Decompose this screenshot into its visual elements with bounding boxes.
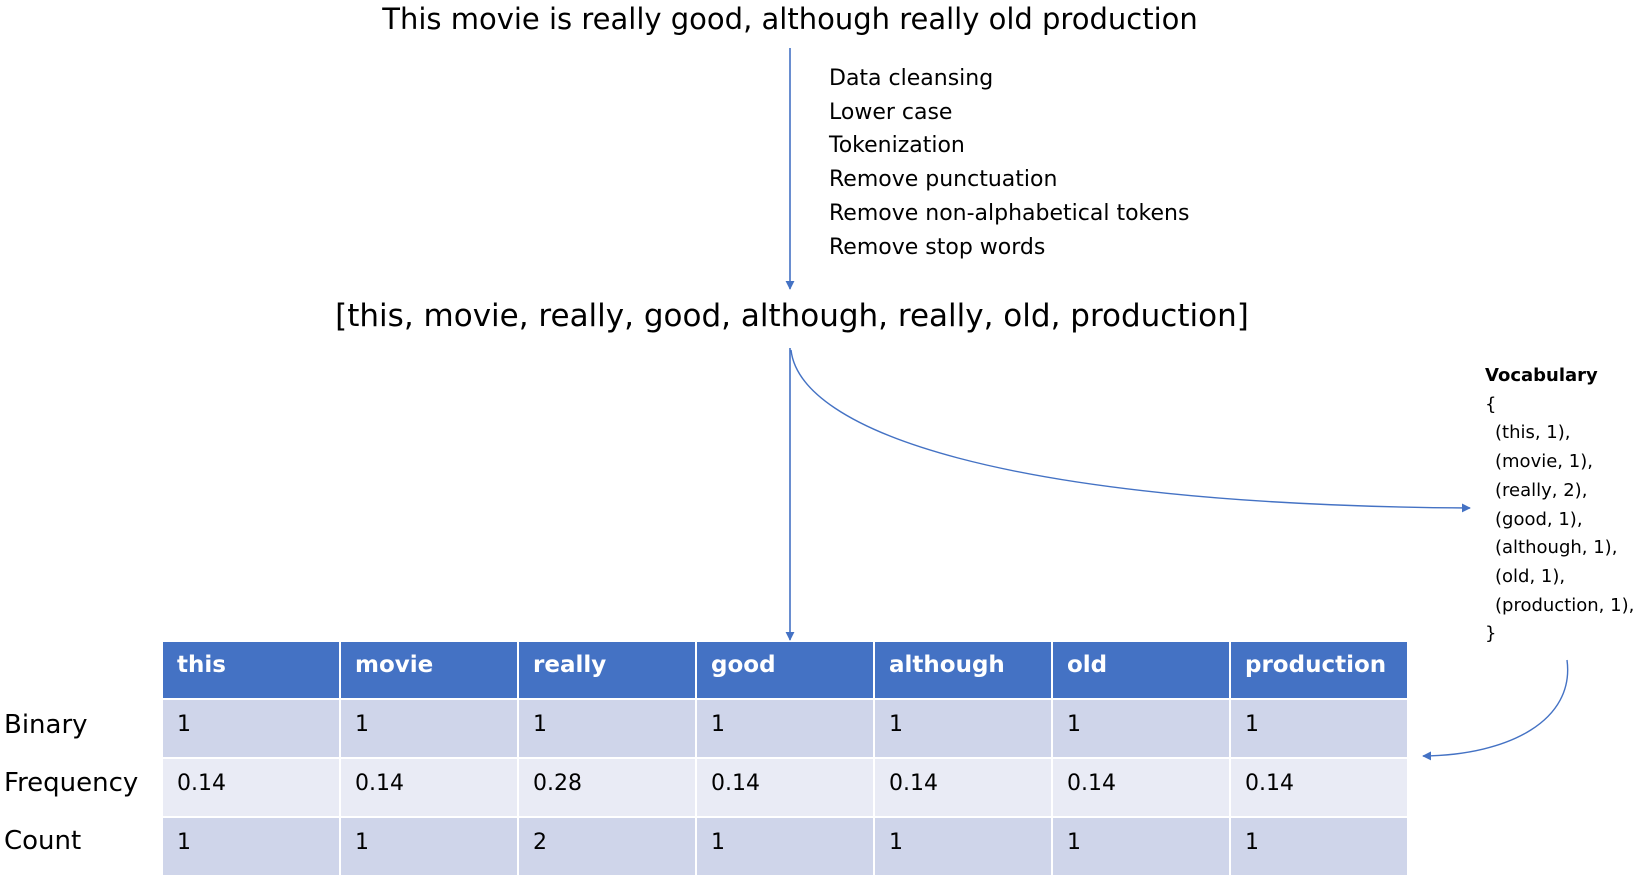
table-cell: 1 <box>1231 700 1407 757</box>
vocabulary-entry: (production, 1), <box>1495 594 1635 616</box>
preprocessing-steps: Data cleansing Lower case Tokenization R… <box>829 62 1189 264</box>
table-cell: 0.14 <box>163 759 339 816</box>
table-cell: 0.14 <box>341 759 517 816</box>
step-item: Remove punctuation <box>829 167 1058 193</box>
row-label-frequency: Frequency <box>4 768 139 798</box>
table-header-cell: this <box>163 642 339 698</box>
table-row-count: 1 1 2 1 1 1 1 <box>163 818 1407 875</box>
row-label-binary: Binary <box>4 710 88 740</box>
table-header-cell: old <box>1053 642 1229 698</box>
bag-of-words-table: this movie really good although old prod… <box>161 640 1409 877</box>
table-row-binary: 1 1 1 1 1 1 1 <box>163 700 1407 757</box>
table-cell: 0.28 <box>519 759 695 816</box>
vocabulary-open-brace: { <box>1485 393 1497 415</box>
table-header-cell: movie <box>341 642 517 698</box>
token-list: [this, movie, really, good, although, re… <box>335 298 1249 334</box>
vocabulary-entry: (good, 1), <box>1495 508 1583 530</box>
table-row-frequency: 0.14 0.14 0.28 0.14 0.14 0.14 0.14 <box>163 759 1407 816</box>
table-cell: 0.14 <box>1053 759 1229 816</box>
table-cell: 1 <box>875 818 1051 875</box>
vocabulary-entry: (movie, 1), <box>1495 451 1593 473</box>
step-item: Tokenization <box>829 133 965 159</box>
table-cell: 0.14 <box>1231 759 1407 816</box>
vocabulary-title: Vocabulary <box>1485 365 1598 386</box>
arrow-tokens-to-vocabulary <box>790 349 1471 513</box>
table-header-row: this movie really good although old prod… <box>163 642 1407 698</box>
step-item: Remove non-alphabetical tokens <box>829 200 1190 226</box>
table-cell: 1 <box>163 700 339 757</box>
table-cell: 0.14 <box>875 759 1051 816</box>
table-header-cell: really <box>519 642 695 698</box>
vocabulary-entry: (although, 1), <box>1495 537 1618 559</box>
vocabulary-entry: (really, 2), <box>1495 479 1588 501</box>
table-header-cell: although <box>875 642 1051 698</box>
table-cell: 1 <box>1231 818 1407 875</box>
table-cell: 1 <box>1053 700 1229 757</box>
table-cell: 1 <box>875 700 1051 757</box>
table-cell: 1 <box>697 700 873 757</box>
step-item: Data cleansing <box>829 66 994 91</box>
vocabulary-close-brace: } <box>1485 623 1497 645</box>
table-cell: 0.14 <box>697 759 873 816</box>
vocabulary-entry: (this, 1), <box>1495 422 1571 444</box>
table-cell: 2 <box>519 818 695 875</box>
table-cell: 1 <box>1053 818 1229 875</box>
vocabulary-box: Vocabulary { (this, 1), (movie, 1), (rea… <box>1485 362 1634 649</box>
table-header-cell: production <box>1231 642 1407 698</box>
table-header-cell: good <box>697 642 873 698</box>
table-cell: 1 <box>697 818 873 875</box>
input-sentence: This movie is really good, although real… <box>382 2 1198 36</box>
step-item: Remove stop words <box>829 234 1046 260</box>
arrow-vocabulary-to-table <box>1422 659 1569 761</box>
step-item: Lower case <box>829 99 953 125</box>
table-cell: 1 <box>341 700 517 757</box>
vocabulary-entry: (old, 1), <box>1495 565 1566 587</box>
table-cell: 1 <box>519 700 695 757</box>
table-cell: 1 <box>163 818 339 875</box>
table-cell: 1 <box>341 818 517 875</box>
row-label-count: Count <box>4 826 82 856</box>
